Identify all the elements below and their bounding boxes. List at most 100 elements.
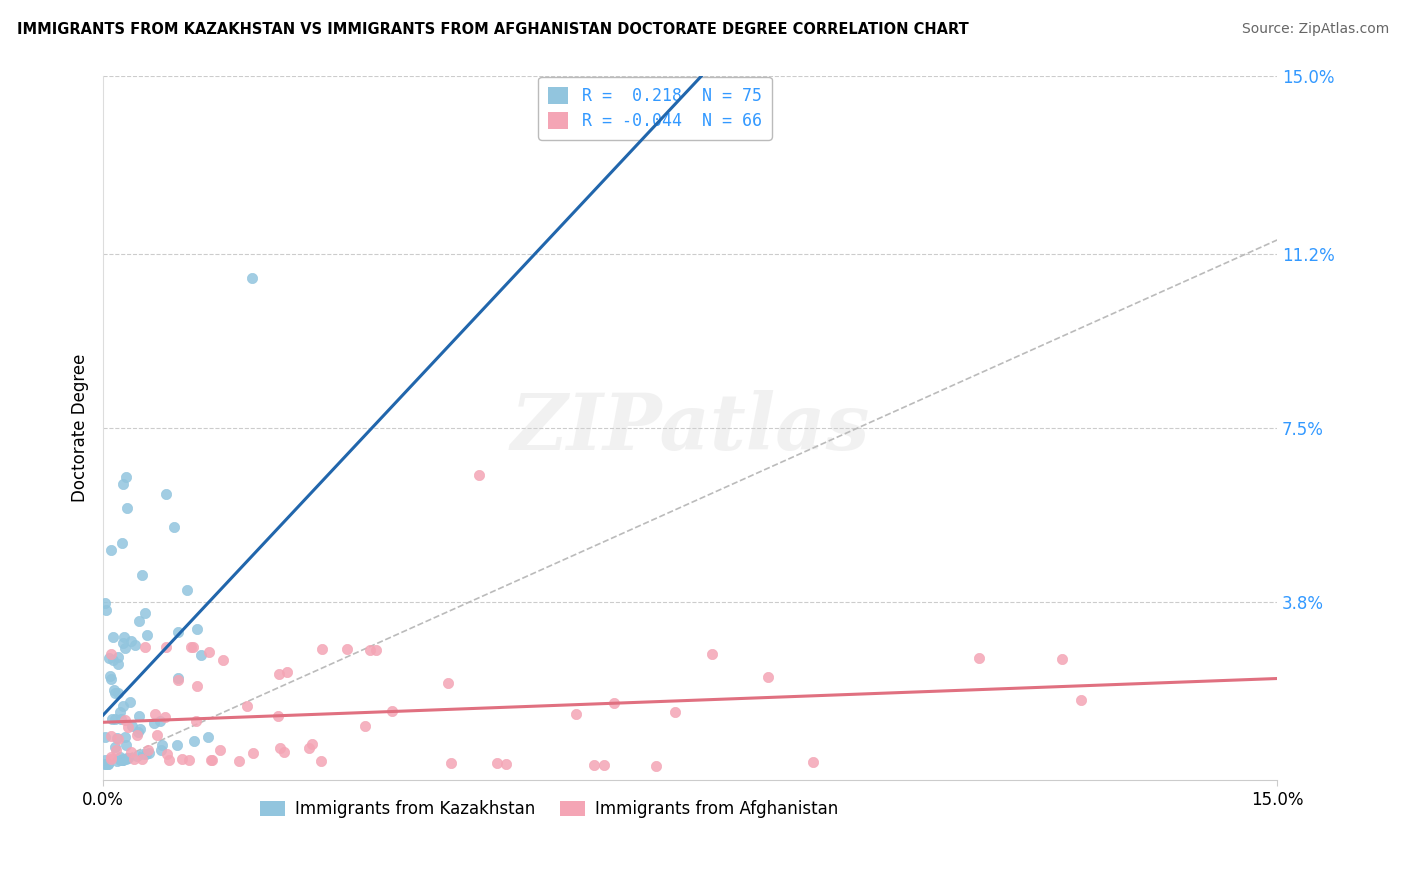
Point [146,728,169,742]
Point [94,731,117,745]
Point [100,647,122,661]
Point [111,753,134,767]
Point [118,695,141,709]
Point [664,706,686,720]
Point [198,645,221,659]
Point [127,725,149,739]
Point [166,739,188,753]
Point [117,751,139,765]
Point [176,582,198,597]
Point [592,758,614,772]
Point [439,756,461,771]
Point [183,734,205,748]
Point [100,749,122,764]
Point [1050,651,1073,665]
Point [166,673,188,687]
Point [276,665,298,679]
Point [114,640,136,655]
Point [98,669,121,683]
Point [200,753,222,767]
Point [112,636,135,650]
Point [104,712,127,726]
Point [644,759,666,773]
Point [170,752,193,766]
Point [212,652,235,666]
Point [583,758,606,772]
Point [135,747,157,761]
Point [100,673,122,687]
Point [110,712,132,726]
Point [108,749,131,764]
Point [156,747,179,762]
Point [135,628,157,642]
Point [301,737,323,751]
Point [131,752,153,766]
Point [485,756,508,771]
Point [436,676,458,690]
Point [120,745,142,759]
Point [120,634,142,648]
Point [105,754,128,768]
Point [129,723,152,737]
Point [190,648,212,663]
Point [269,741,291,756]
Point [128,614,150,628]
Point [111,753,134,767]
Point [149,714,172,728]
Point [105,731,128,746]
Point [134,606,156,620]
Point [167,671,190,685]
Point [111,477,134,491]
Point [131,568,153,582]
Point [143,706,166,721]
Point [98,650,121,665]
Point [143,715,166,730]
Point [94,757,117,772]
Point [107,657,129,671]
Legend: Immigrants from Kazakhstan, Immigrants from Afghanistan: Immigrants from Kazakhstan, Immigrants f… [253,794,845,825]
Point [177,753,200,767]
Point [359,642,381,657]
Point [101,652,124,666]
Point [381,705,404,719]
Point [186,622,208,636]
Point [209,743,232,757]
Point [124,638,146,652]
Point [801,755,824,769]
Point [115,752,138,766]
Point [115,470,138,484]
Point [115,738,138,752]
Point [273,745,295,759]
Point [197,731,219,745]
Point [132,747,155,762]
Point [186,679,208,693]
Point [242,747,264,761]
Point [115,500,138,515]
Point [104,686,127,700]
Point [201,753,224,767]
Point [159,753,181,767]
Point [138,743,160,757]
Point [311,754,333,768]
Point [108,705,131,719]
Point [758,670,780,684]
Point [155,640,177,654]
Point [104,740,127,755]
Point [114,730,136,744]
Point [162,519,184,533]
Point [122,752,145,766]
Point [495,757,517,772]
Point [107,732,129,747]
Point [967,650,990,665]
Point [111,698,134,713]
Point [311,641,333,656]
Point [298,740,321,755]
Point [112,630,135,644]
Point [138,746,160,760]
Point [134,640,156,654]
Point [149,742,172,756]
Point [103,630,125,644]
Point [603,696,626,710]
Point [97,756,120,771]
Point [96,756,118,771]
